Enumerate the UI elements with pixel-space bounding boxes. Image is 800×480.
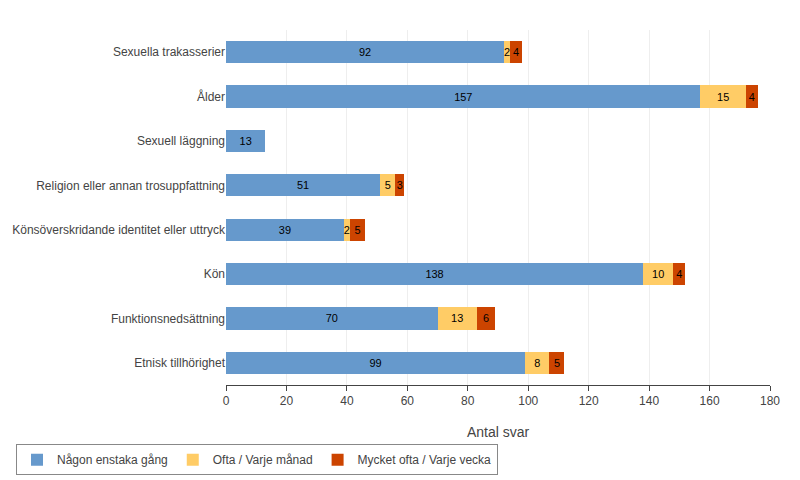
svg-text:Religion eller annan trosuppfa: Religion eller annan trosuppfattning [36,179,225,193]
svg-text:Mycket ofta / Varje vecka: Mycket ofta / Varje vecka [358,453,491,467]
svg-text:140: 140 [639,394,659,408]
svg-text:4: 4 [676,268,682,280]
svg-text:138: 138 [425,268,443,280]
svg-text:5: 5 [354,224,360,236]
svg-text:2: 2 [504,46,510,58]
svg-text:Ålder: Ålder [197,89,225,104]
svg-text:3: 3 [397,179,403,191]
svg-text:60: 60 [401,394,415,408]
svg-text:Ofta / Varje månad: Ofta / Varje månad [213,453,313,467]
svg-text:Etnisk tillhörighet: Etnisk tillhörighet [134,356,225,370]
svg-text:Sexuell läggning: Sexuell läggning [137,134,225,148]
svg-text:Sexuella trakasserier: Sexuella trakasserier [113,45,225,59]
svg-text:Könsöverskridande identitet el: Könsöverskridande identitet eller uttryc… [12,223,226,237]
svg-text:4: 4 [749,91,755,103]
svg-text:13: 13 [240,135,252,147]
svg-text:20: 20 [280,394,294,408]
svg-text:13: 13 [451,312,463,324]
svg-text:4: 4 [513,46,519,58]
svg-text:180: 180 [760,394,780,408]
svg-text:92: 92 [359,46,371,58]
svg-text:0: 0 [223,394,230,408]
svg-text:5: 5 [385,179,391,191]
svg-text:70: 70 [326,312,338,324]
svg-text:120: 120 [579,394,599,408]
svg-text:Antal svar: Antal svar [467,424,530,440]
svg-text:2: 2 [344,224,350,236]
svg-text:5: 5 [554,357,560,369]
svg-text:99: 99 [370,357,382,369]
svg-text:80: 80 [461,394,475,408]
svg-text:10: 10 [652,268,664,280]
svg-text:40: 40 [340,394,354,408]
svg-text:Kön: Kön [204,267,225,281]
svg-text:157: 157 [454,91,472,103]
svg-text:15: 15 [717,91,729,103]
svg-text:6: 6 [483,312,489,324]
svg-text:100: 100 [518,394,538,408]
svg-text:Någon enstaka gång: Någon enstaka gång [57,453,168,467]
svg-text:8: 8 [534,357,540,369]
svg-text:39: 39 [279,224,291,236]
svg-text:Funktionsnedsättning: Funktionsnedsättning [111,312,225,326]
svg-text:51: 51 [297,179,309,191]
svg-text:160: 160 [700,394,720,408]
